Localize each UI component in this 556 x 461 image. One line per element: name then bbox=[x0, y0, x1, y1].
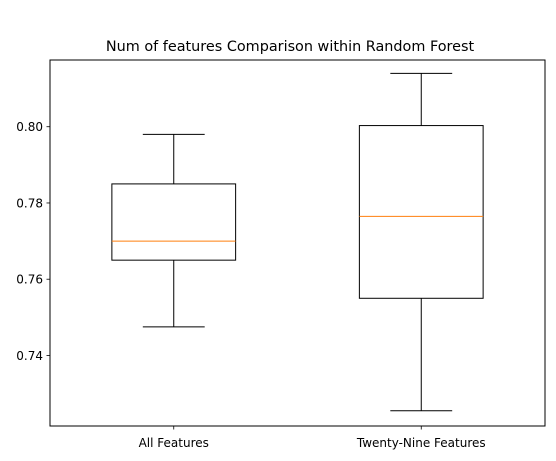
y-tick-label: 0.80 bbox=[16, 120, 43, 134]
axes-frame bbox=[49, 59, 546, 427]
x-tick-label: Twenty-Nine Features bbox=[356, 436, 486, 450]
chart-title: Num of features Comparison within Random… bbox=[106, 39, 475, 55]
plot-area: All Features Twenty-Nine Features 0.74 0.76… bbox=[16, 72, 486, 450]
y-tick-label: 0.74 bbox=[16, 349, 43, 363]
y-tick-label: 0.76 bbox=[16, 273, 43, 287]
box-iqr bbox=[358, 125, 484, 299]
x-tick-label: All Features bbox=[139, 436, 209, 450]
box-iqr bbox=[111, 183, 237, 261]
y-tick-label: 0.78 bbox=[16, 196, 43, 210]
